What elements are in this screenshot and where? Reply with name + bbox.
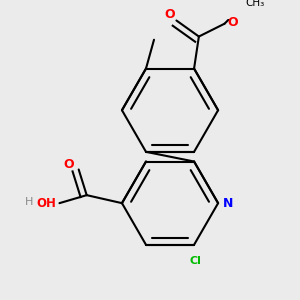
Text: H: H [25, 197, 33, 207]
Text: OH: OH [37, 197, 57, 210]
Text: O: O [227, 16, 238, 28]
Text: O: O [165, 8, 175, 21]
Text: Cl: Cl [190, 256, 202, 266]
Text: N: N [223, 197, 233, 210]
Text: O: O [64, 158, 74, 171]
Text: CH₃: CH₃ [245, 0, 265, 8]
